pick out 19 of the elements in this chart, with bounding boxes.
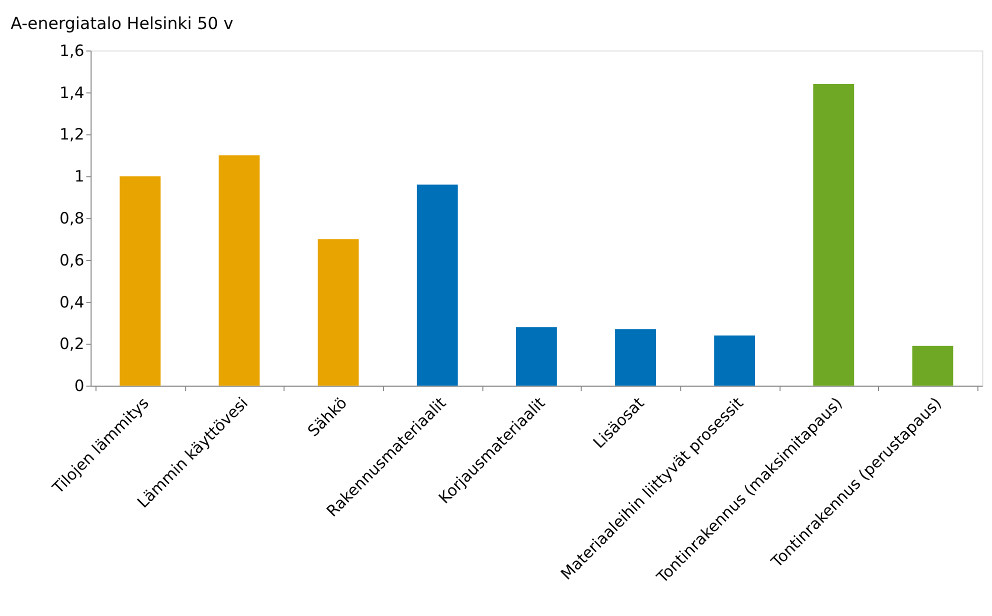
bar <box>714 335 756 386</box>
bar <box>813 84 854 386</box>
y-tick-label: 0,8 <box>60 209 84 228</box>
y-tick-label: 1,2 <box>60 126 84 144</box>
y-tick-label: 0,6 <box>60 251 84 270</box>
y-tick-label: 1,4 <box>60 84 84 102</box>
y-tick-label: 1 <box>74 168 84 186</box>
y-tick-label: 0,2 <box>60 335 84 354</box>
bar <box>218 155 260 386</box>
y-tick-label: 0,4 <box>60 293 84 312</box>
y-tick-label: 0 <box>74 377 84 396</box>
bar <box>416 184 458 386</box>
bar <box>912 346 954 386</box>
y-tick-label: 1,6 <box>60 42 84 60</box>
bar <box>615 329 656 386</box>
chart-title: A-energiatalo Helsinki 50 v <box>10 14 234 34</box>
bar <box>120 176 161 386</box>
bar <box>516 327 557 386</box>
bar <box>318 239 359 386</box>
